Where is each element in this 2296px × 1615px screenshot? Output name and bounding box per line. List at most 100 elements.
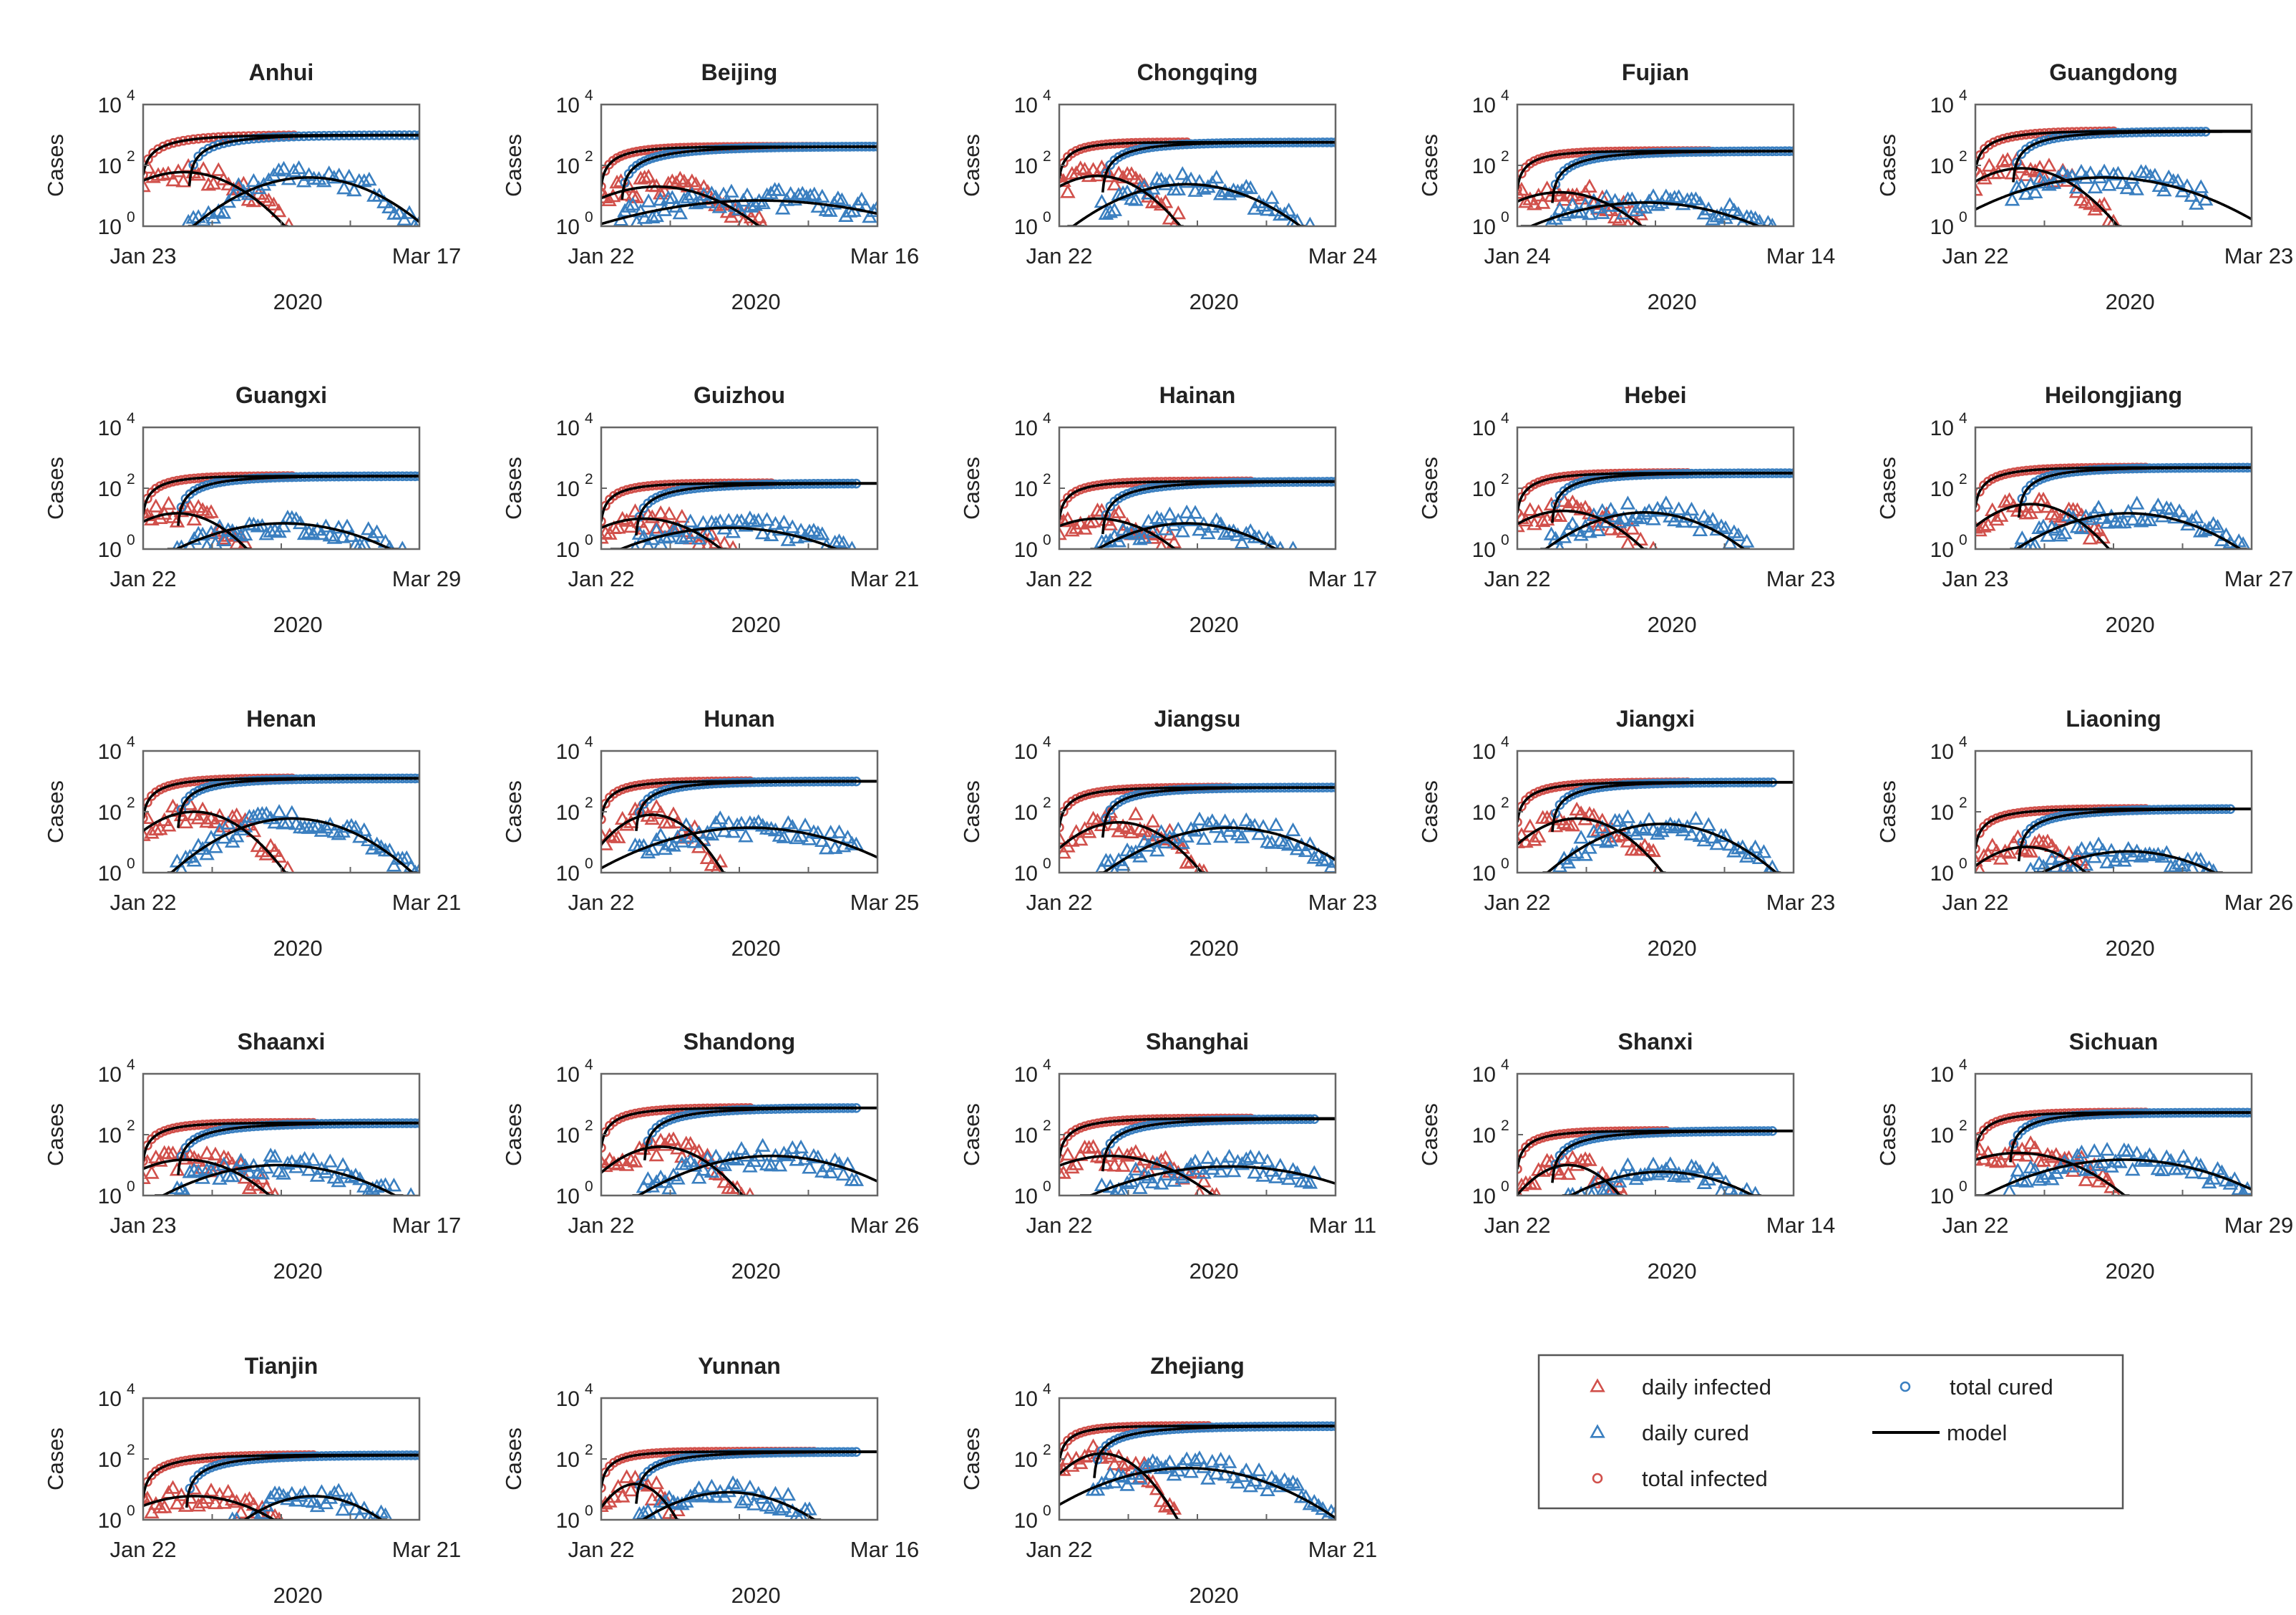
model-total-cured-line [643, 1107, 877, 1160]
y-tick-label-exponent: 4 [1043, 1381, 1051, 1397]
daily-cured-marker [1208, 1465, 1225, 1480]
daily-cured-marker [182, 1164, 198, 1178]
daily-cured-marker [686, 834, 703, 848]
daily-infected-marker [2001, 845, 2018, 859]
daily-infected-marker [1059, 830, 1067, 845]
daily-cured-marker [1205, 1454, 1220, 1468]
daily-cured-marker [1654, 503, 1670, 517]
daily-cured-marker [2099, 1142, 2115, 1156]
model-daily-cured-line [636, 1490, 822, 1520]
x-axis-label: 2020 [1648, 612, 1697, 637]
daily-cured-marker [296, 1485, 313, 1500]
x-start-date-label: Jan 22 [1484, 1213, 1550, 1238]
daily-cured-marker [1763, 863, 1774, 873]
daily-cured-marker [1205, 813, 1220, 828]
daily-cured-marker [2121, 840, 2136, 855]
daily-cured-marker [1738, 533, 1755, 548]
total-cured-marker [2038, 473, 2048, 483]
daily-infected-marker [1526, 196, 1542, 210]
daily-cured-marker [1624, 191, 1640, 205]
daily-cured-marker [184, 538, 196, 549]
daily-cured-marker [1102, 1466, 1119, 1480]
daily-cured-marker [1192, 1450, 1207, 1465]
daily-infected-marker [220, 1483, 236, 1498]
daily-infected-marker [1196, 1173, 1212, 1188]
daily-cured-marker [2236, 536, 2251, 549]
daily-cured-marker [2069, 1148, 2086, 1162]
total-infected-marker [143, 170, 148, 180]
daily-infected-marker [143, 178, 151, 193]
legend-label: daily cured [1642, 1420, 1749, 1445]
daily-cured-marker [1251, 529, 1267, 543]
x-end-date-label: Mar 14 [1766, 1213, 1835, 1238]
x-end-date-label: Mar 29 [2224, 1213, 2293, 1238]
daily-infected-marker [1522, 818, 1538, 833]
total-cured-marker [206, 1463, 216, 1473]
x-end-date-label: Mar 25 [850, 890, 919, 915]
daily-cured-marker [1221, 1148, 1237, 1163]
daily-infected-marker [1530, 828, 1547, 843]
daily-cured-marker [678, 1156, 694, 1170]
daily-cured-marker [1620, 809, 1636, 823]
daily-cured-marker [810, 1149, 826, 1164]
daily-cured-marker [2112, 1154, 2128, 1168]
daily-cured-marker [810, 198, 827, 213]
y-tick-label-base: 10 [1930, 1124, 1954, 1148]
daily-cured-marker [790, 187, 807, 201]
daily-cured-marker [2004, 192, 2020, 206]
daily-cured-marker [1242, 180, 1258, 195]
daily-infected-marker [1526, 832, 1542, 846]
y-tick-label-base: 10 [556, 94, 580, 117]
daily-cured-marker [1298, 1489, 1314, 1503]
daily-infected-marker [1630, 214, 1643, 226]
daily-infected-marker [2031, 833, 2047, 848]
daily-cured-marker [354, 1508, 366, 1520]
daily-cured-marker [691, 1170, 707, 1184]
daily-cured-marker [2028, 537, 2042, 549]
y-tick-label-base: 10 [1014, 1387, 1038, 1411]
daily-cured-marker [854, 191, 870, 205]
daily-cured-marker [1666, 819, 1683, 834]
daily-cured-marker [2018, 185, 2034, 200]
x-start-date-label: Jan 22 [110, 566, 176, 591]
model-total-cured-line [635, 1450, 877, 1504]
daily-cured-marker [2171, 503, 2187, 518]
panel-title: Hunan [704, 706, 775, 732]
daily-cured-marker [630, 540, 641, 549]
x-end-date-label: Mar 21 [1308, 1537, 1377, 1562]
daily-infected-marker [1518, 194, 1534, 208]
y-tick-label-base: 10 [1930, 862, 1954, 886]
model-daily-infected-line [143, 512, 252, 549]
daily-cured-marker [356, 822, 372, 837]
daily-cured-marker [296, 1150, 313, 1165]
daily-infected-marker [200, 177, 217, 191]
daily-cured-marker [1217, 813, 1233, 828]
daily-infected-marker [186, 511, 203, 525]
model-total-cured-line [2012, 130, 2252, 183]
daily-cured-marker [1750, 1185, 1761, 1196]
daily-infected-marker [1072, 160, 1089, 175]
daily-infected-marker [2061, 845, 2077, 860]
x-end-date-label: Mar 26 [850, 1213, 919, 1238]
x-end-date-label: Mar 17 [392, 243, 461, 268]
plot-area [1517, 467, 1794, 549]
daily-cured-marker [1119, 1477, 1135, 1491]
daily-cured-marker [789, 1152, 804, 1166]
total-infected-marker [143, 1156, 148, 1166]
daily-cured-marker [399, 850, 414, 865]
daily-cured-marker [1251, 826, 1267, 840]
daily-infected-marker [169, 513, 185, 528]
daily-cured-marker [331, 1173, 346, 1188]
daily-cured-marker [1102, 853, 1119, 868]
daily-infected-marker [1060, 184, 1076, 198]
y-tick-label-base: 10 [1472, 1124, 1496, 1148]
daily-cured-marker [360, 521, 376, 535]
daily-cured-marker [2133, 513, 2149, 528]
x-end-date-label: Mar 23 [1766, 566, 1835, 591]
daily-infected-marker [660, 175, 676, 190]
y-tick-label-base: 10 [556, 862, 580, 886]
y-tick-label-exponent: 4 [1501, 410, 1509, 427]
daily-cured-marker [2018, 1173, 2035, 1188]
y-tick-label-exponent: 2 [585, 1117, 593, 1134]
